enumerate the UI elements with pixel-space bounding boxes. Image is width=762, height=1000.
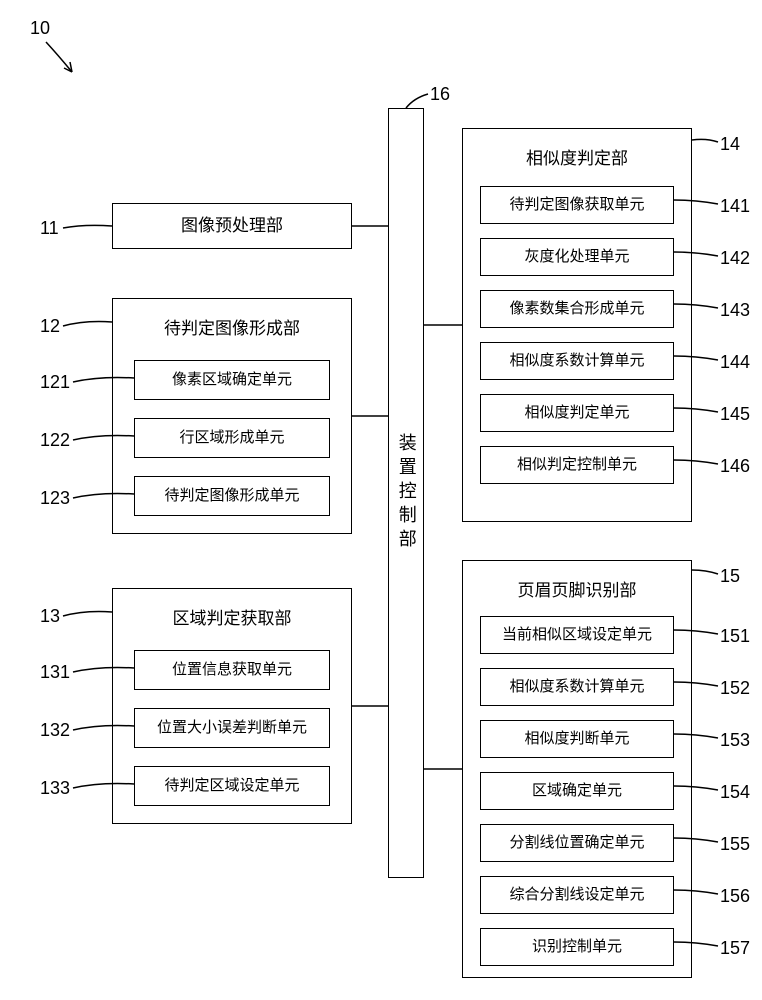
sub-157-text: 识别控制单元: [532, 938, 622, 956]
label-12: 12: [40, 316, 60, 337]
label-144: 144: [720, 352, 750, 373]
sub-142: 灰度化处理单元: [480, 238, 674, 276]
label-122: 122: [40, 430, 70, 451]
sub-133-text: 待判定区域设定单元: [164, 777, 299, 795]
sub-154: 区域确定单元: [480, 772, 674, 810]
sub-151-text: 当前相似区域设定单元: [502, 626, 652, 644]
sub-156-text: 综合分割线设定单元: [509, 886, 644, 904]
sub-142-text: 灰度化处理单元: [524, 248, 629, 266]
sub-145-text: 相似度判定单元: [524, 404, 629, 422]
sub-144: 相似度系数计算单元: [480, 342, 674, 380]
label-146: 146: [720, 456, 750, 477]
label-143: 143: [720, 300, 750, 321]
sub-156: 综合分割线设定单元: [480, 876, 674, 914]
label-132: 132: [40, 720, 70, 741]
controller-box: 装置控制部: [388, 108, 424, 878]
sub-121-text: 像素区域确定单元: [172, 371, 292, 389]
label-root: 10: [30, 18, 50, 39]
block-14-title: 相似度判定部: [462, 144, 692, 169]
block-11-title: 图像预处理部: [181, 215, 283, 237]
label-155: 155: [720, 834, 750, 855]
label-11: 11: [40, 218, 59, 239]
sub-152: 相似度系数计算单元: [480, 668, 674, 706]
label-145: 145: [720, 404, 750, 425]
sub-153-text: 相似度判断单元: [524, 730, 629, 748]
label-133: 133: [40, 778, 70, 799]
sub-151: 当前相似区域设定单元: [480, 616, 674, 654]
sub-143: 像素数集合形成单元: [480, 290, 674, 328]
sub-154-text: 区域确定单元: [532, 782, 622, 800]
sub-133: 待判定区域设定单元: [134, 766, 330, 806]
sub-144-text: 相似度系数计算单元: [509, 352, 644, 370]
sub-153: 相似度判断单元: [480, 720, 674, 758]
sub-123: 待判定图像形成单元: [134, 476, 330, 516]
label-154: 154: [720, 782, 750, 803]
label-14: 14: [720, 134, 740, 155]
sub-141-text: 待判定图像获取单元: [509, 196, 644, 214]
label-131: 131: [40, 662, 70, 683]
sub-122: 行区域形成单元: [134, 418, 330, 458]
sub-132: 位置大小误差判断单元: [134, 708, 330, 748]
block-12-title: 待判定图像形成部: [112, 314, 352, 339]
sub-141: 待判定图像获取单元: [480, 186, 674, 224]
sub-132-text: 位置大小误差判断单元: [157, 719, 307, 737]
controller-text: 装置控制部: [394, 433, 417, 553]
sub-146: 相似判定控制单元: [480, 446, 674, 484]
label-141: 141: [720, 196, 750, 217]
sub-143-text: 像素数集合形成单元: [509, 300, 644, 318]
label-153: 153: [720, 730, 750, 751]
block-13-title: 区域判定获取部: [112, 604, 352, 629]
label-121: 121: [40, 372, 70, 393]
label-152: 152: [720, 678, 750, 699]
sub-155-text: 分割线位置确定单元: [509, 834, 644, 852]
label-13: 13: [40, 606, 60, 627]
block-15-title: 页眉页脚识别部: [462, 576, 692, 601]
label-15: 15: [720, 566, 740, 587]
diagram-canvas: 10 装置控制部 图像预处理部 待判定图像形成部 像素区域确定单元 行区域形成单…: [0, 0, 762, 1000]
sub-146-text: 相似判定控制单元: [517, 456, 637, 474]
sub-155: 分割线位置确定单元: [480, 824, 674, 862]
label-151: 151: [720, 626, 750, 647]
label-157: 157: [720, 938, 750, 959]
sub-157: 识别控制单元: [480, 928, 674, 966]
label-123: 123: [40, 488, 70, 509]
sub-123-text: 待判定图像形成单元: [164, 487, 299, 505]
label-156: 156: [720, 886, 750, 907]
sub-122-text: 行区域形成单元: [179, 429, 284, 447]
label-16: 16: [430, 84, 450, 105]
sub-145: 相似度判定单元: [480, 394, 674, 432]
sub-131-text: 位置信息获取单元: [172, 661, 292, 679]
label-142: 142: [720, 248, 750, 269]
sub-121: 像素区域确定单元: [134, 360, 330, 400]
block-11: 图像预处理部: [112, 203, 352, 249]
sub-152-text: 相似度系数计算单元: [509, 678, 644, 696]
sub-131: 位置信息获取单元: [134, 650, 330, 690]
